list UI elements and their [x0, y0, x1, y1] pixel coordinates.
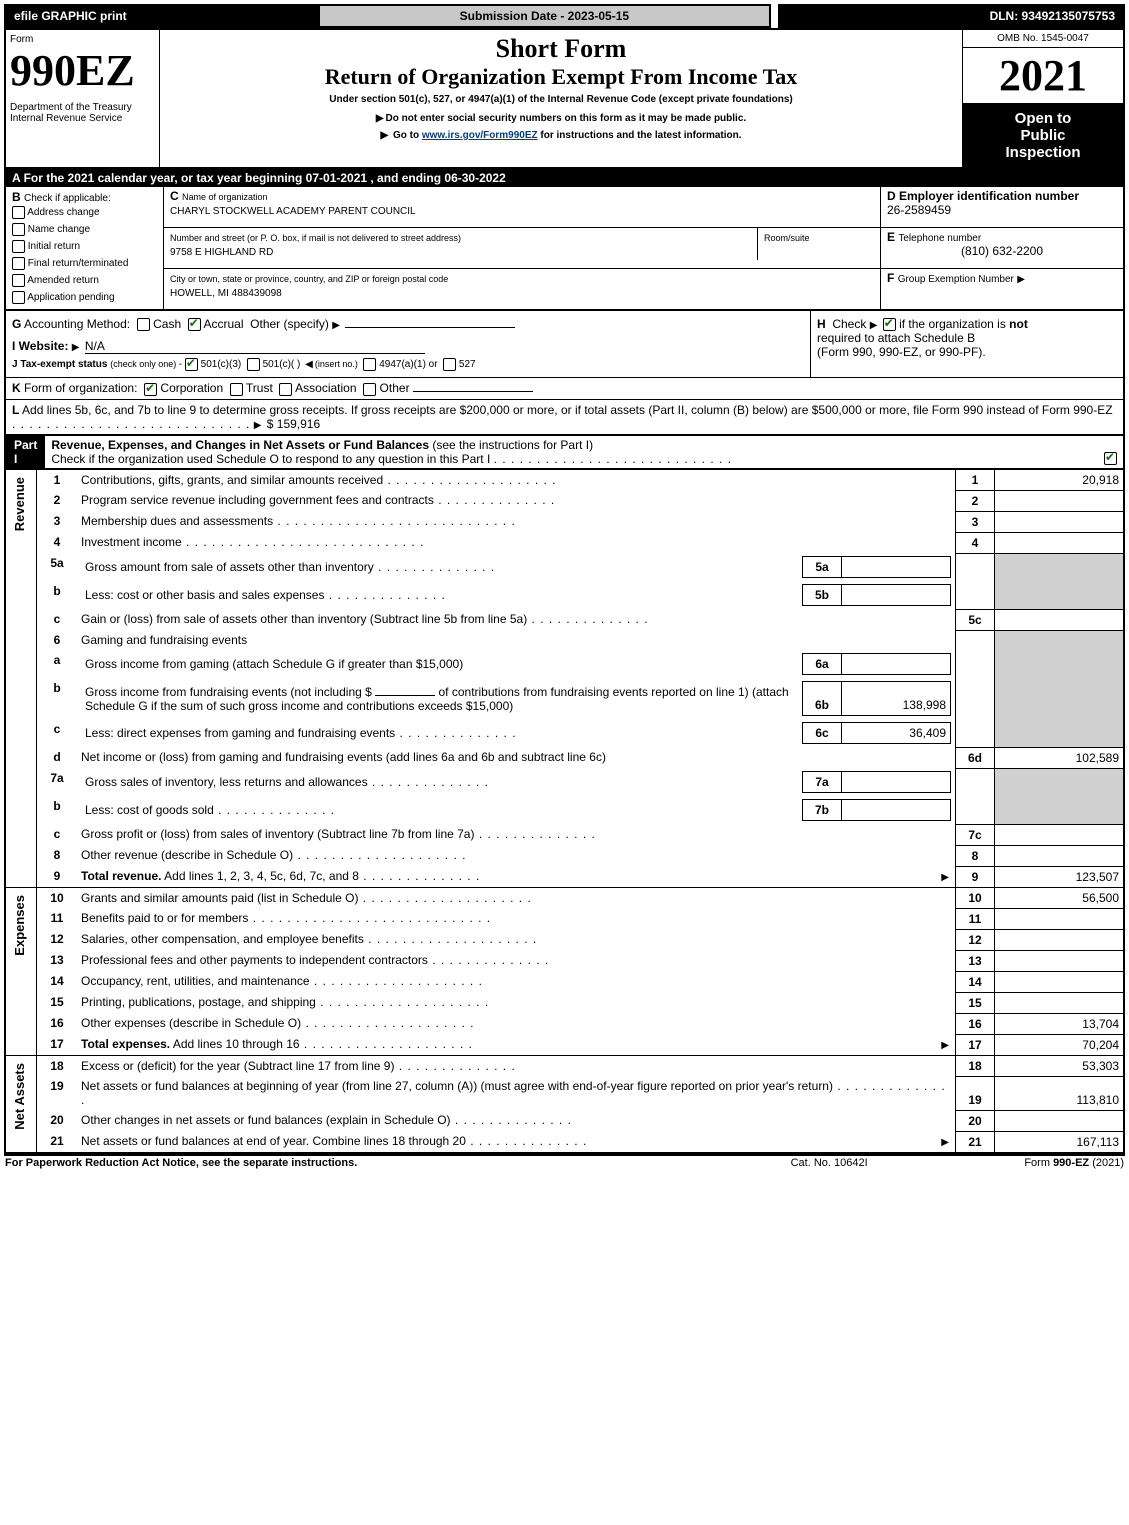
line19-amount: 113,810: [995, 1076, 1125, 1110]
corp-checkbox[interactable]: [144, 383, 157, 396]
line6c-amount: 36,409: [842, 723, 951, 744]
final-return-checkbox[interactable]: [12, 257, 25, 270]
d-label: Employer identification number: [899, 189, 1079, 203]
section-a: For the 2021 calendar year, or tax year …: [24, 171, 506, 185]
line6d-amount: 102,589: [995, 747, 1125, 768]
form-number: 990EZ: [10, 45, 155, 96]
schedule-b-checkbox[interactable]: [883, 318, 896, 331]
form-word: Form: [10, 34, 155, 45]
assoc-checkbox[interactable]: [279, 383, 292, 396]
g-label: Accounting Method:: [24, 317, 130, 331]
schedule-o-checkbox[interactable]: [1104, 452, 1117, 465]
return-title: Return of Organization Exempt From Incom…: [168, 64, 954, 90]
line18-amount: 53,303: [995, 1055, 1125, 1076]
goto-pre: Go to: [393, 130, 422, 141]
addr-change-checkbox[interactable]: [12, 206, 25, 219]
accrual-checkbox[interactable]: [188, 318, 201, 331]
footer-left: For Paperwork Reduction Act Notice, see …: [4, 1155, 746, 1170]
page-footer: For Paperwork Reduction Act Notice, see …: [4, 1154, 1125, 1170]
501c3-checkbox[interactable]: [185, 358, 198, 371]
line1-amount: 20,918: [995, 469, 1125, 491]
name-change-checkbox[interactable]: [12, 223, 25, 236]
street-label: Number and street (or P. O. box, if mail…: [170, 233, 461, 243]
line9-amount: 123,507: [995, 866, 1125, 887]
app-pending-checkbox[interactable]: [12, 291, 25, 304]
part-i-table: Revenue 1 Contributions, gifts, grants, …: [4, 468, 1125, 1154]
line10-amount: 56,500: [995, 887, 1125, 908]
irs-label: Internal Revenue Service: [10, 113, 122, 124]
line21-amount: 167,113: [995, 1131, 1125, 1153]
l-amount: $ 159,916: [267, 417, 320, 431]
k-label: Form of organization:: [24, 381, 137, 395]
form-header: Form 990EZ Department of the Treasury In…: [4, 28, 1125, 169]
room-label: Room/suite: [764, 233, 810, 243]
c-label: Name of organization: [182, 192, 268, 202]
b-label: Check if applicable:: [24, 193, 111, 204]
org-info-block: B Check if applicable: Address change Na…: [4, 187, 1125, 309]
footer-cat: Cat. No. 10642I: [746, 1155, 912, 1170]
open3: Inspection: [1005, 144, 1080, 161]
e-label: Telephone number: [898, 233, 981, 244]
line16-amount: 13,704: [995, 1013, 1125, 1034]
submission-date: Submission Date - 2023-05-15: [319, 5, 769, 27]
goto-post: for instructions and the latest informat…: [540, 130, 741, 141]
part-i-heading: Revenue, Expenses, and Changes in Net As…: [51, 438, 429, 452]
initial-return-checkbox[interactable]: [12, 240, 25, 253]
revenue-label: Revenue: [10, 473, 29, 535]
dept-treasury: Department of the Treasury: [10, 102, 132, 113]
omb-number: OMB No. 1545-0047: [963, 30, 1123, 48]
netassets-label: Net Assets: [10, 1059, 29, 1134]
other-specify-input[interactable]: [345, 327, 515, 328]
other-org-checkbox[interactable]: [363, 383, 376, 396]
expenses-label: Expenses: [10, 891, 29, 960]
501c-checkbox[interactable]: [247, 358, 260, 371]
org-name: CHARYL STOCKWELL ACADEMY PARENT COUNCIL: [170, 206, 416, 217]
ein: 26-2589459: [887, 203, 951, 217]
f-label: Group Exemption Number: [898, 274, 1014, 285]
tax-year: 2021: [963, 48, 1123, 104]
city-label: City or town, state or province, country…: [170, 274, 448, 284]
ssn-warning: Do not enter social security numbers on …: [168, 113, 954, 124]
amended-return-checkbox[interactable]: [12, 274, 25, 287]
part-i-check: Check if the organization used Schedule …: [51, 452, 490, 466]
short-form: Short Form: [168, 34, 954, 64]
line6b-amount: 138,998: [842, 682, 951, 716]
efile-label[interactable]: efile GRAPHIC print: [5, 5, 319, 27]
part-i-label: Part I: [6, 436, 45, 468]
trust-checkbox[interactable]: [230, 383, 243, 396]
subtitle: Under section 501(c), 527, or 4947(a)(1)…: [168, 94, 954, 105]
dln: DLN: 93492135075753: [779, 5, 1124, 27]
website-value: N/A: [85, 339, 425, 354]
city: HOWELL, MI 488439098: [170, 288, 282, 299]
527-checkbox[interactable]: [443, 358, 456, 371]
4947-checkbox[interactable]: [363, 358, 376, 371]
l-text: Add lines 5b, 6c, and 7b to line 9 to de…: [22, 403, 1113, 417]
phone: (810) 632-2200: [887, 244, 1117, 258]
top-bar: efile GRAPHIC print Submission Date - 20…: [4, 4, 1125, 28]
irs-link[interactable]: www.irs.gov/Form990EZ: [422, 130, 538, 141]
line17-amount: 70,204: [995, 1034, 1125, 1055]
cash-checkbox[interactable]: [137, 318, 150, 331]
open2: Public: [1020, 127, 1065, 144]
open1: Open to: [1015, 110, 1072, 127]
street: 9758 E HIGHLAND RD: [170, 247, 273, 258]
